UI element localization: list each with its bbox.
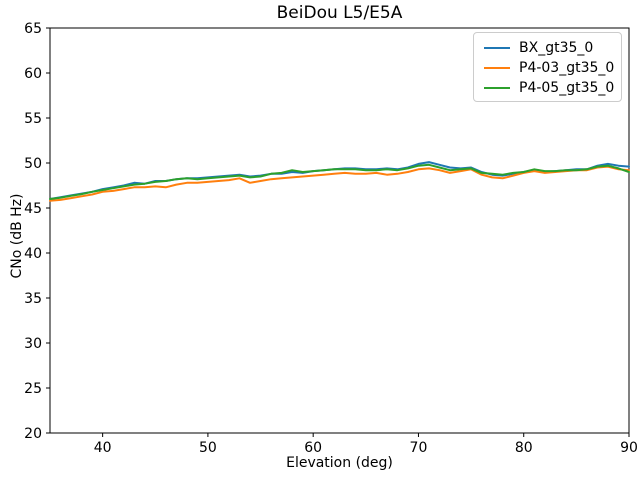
y-tick-label: 40 [24,246,42,262]
y-tick-label: 20 [24,426,42,442]
chart-title: BeiDou L5/E5A [276,3,403,23]
x-tick-label: 40 [94,440,112,456]
x-tick-label: 60 [304,440,322,456]
series-line-P4-05_gt35_0 [49,163,630,200]
y-tick-label: 60 [24,66,42,82]
x-tick-label: 70 [410,440,428,456]
legend: BX_gt35_0 P4-03_gt35_0 P4-05_gt35_0 [473,32,622,102]
legend-item: BX_gt35_0 [484,38,613,58]
series-line-BX_gt35_0 [49,161,630,200]
axes-frame [49,27,630,434]
x-tick-label: 90 [620,440,638,456]
series-line-P4-03_gt35_0 [49,165,630,202]
legend-item: P4-03_gt35_0 [484,58,615,78]
legend-line-swatch [484,47,510,49]
legend-label: P4-05_gt35_0 [519,80,615,96]
y-tick-label: 30 [24,336,42,352]
y-tick-label: 65 [24,21,42,37]
y-tick-label: 25 [24,381,42,397]
y-tick-label: 45 [24,201,42,217]
legend-item: P4-05_gt35_0 [484,78,615,98]
y-tick-label: 55 [24,111,42,127]
legend-line-swatch [484,67,510,69]
y-axis-label-text: CNo (dB Hz) [9,193,25,279]
x-axis-label: Elevation (deg) [286,455,393,471]
y-tick-label: 50 [24,156,42,172]
x-tick-label: 50 [199,440,217,456]
legend-line-swatch [484,87,510,89]
y-tick-label: 35 [24,291,42,307]
legend-label: P4-03_gt35_0 [519,60,615,76]
legend-label: BX_gt35_0 [519,40,594,56]
x-tick-label: 80 [515,440,533,456]
